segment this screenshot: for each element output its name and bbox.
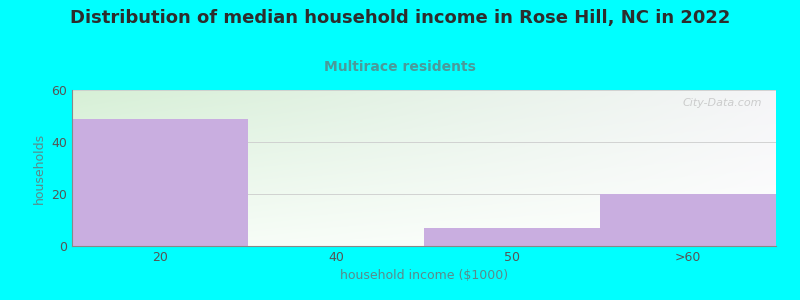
Bar [72,118,248,246]
Text: Distribution of median household income in Rose Hill, NC in 2022: Distribution of median household income … [70,9,730,27]
Text: Multirace residents: Multirace residents [324,60,476,74]
Bar [600,194,776,246]
Bar [424,228,600,246]
Y-axis label: households: households [33,132,46,204]
X-axis label: household income ($1000): household income ($1000) [340,269,508,282]
Text: City-Data.com: City-Data.com [682,98,762,108]
